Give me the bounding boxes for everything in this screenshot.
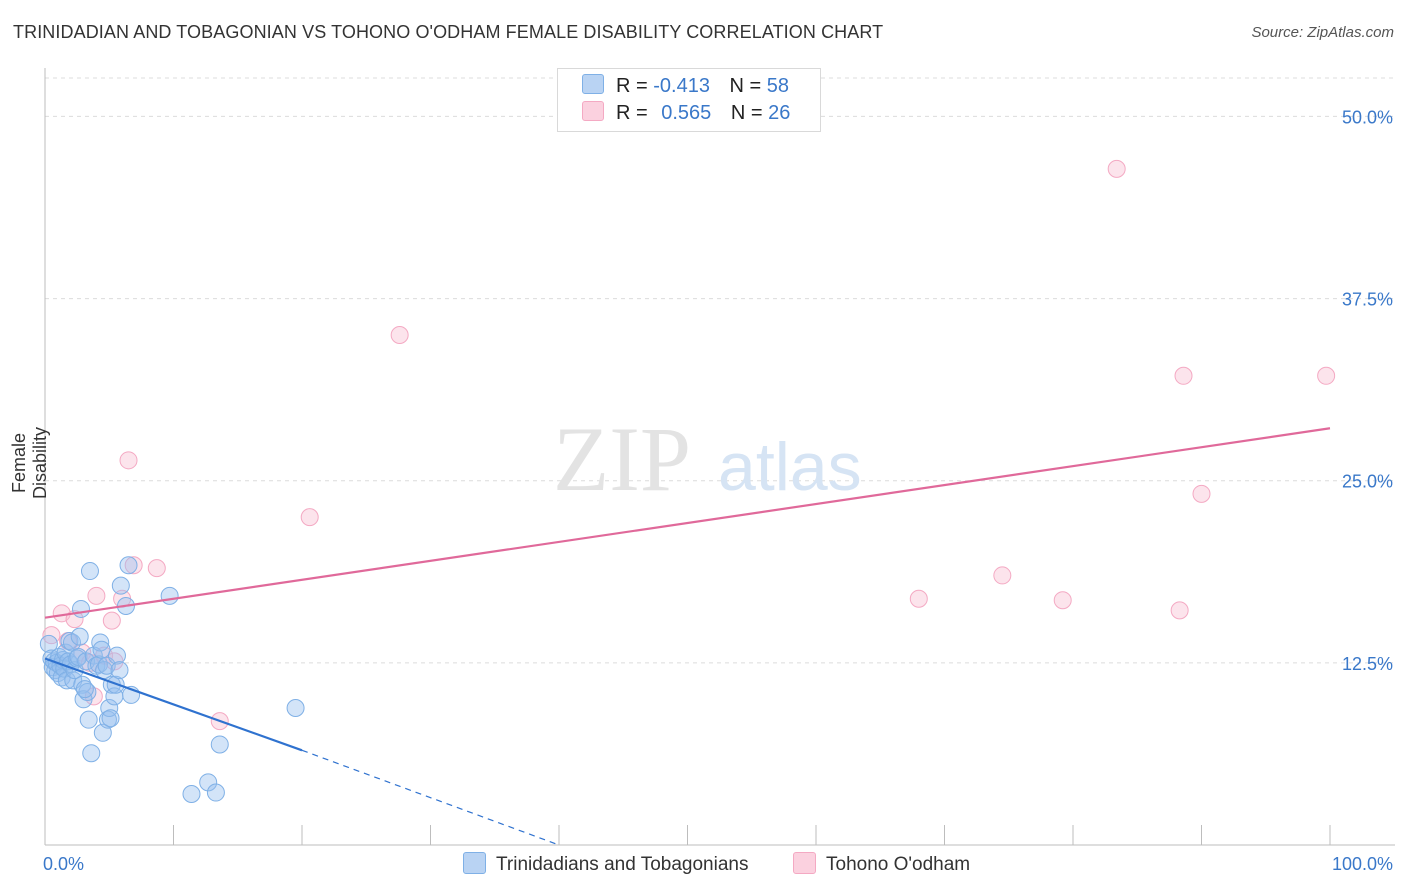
legend-r-label: R = bbox=[616, 75, 648, 97]
legend-n-label: N = bbox=[729, 75, 762, 97]
tohono-point bbox=[909, 589, 928, 608]
correlation-legend: R = -0.413 N = 58 R = 0.565 N = 26 bbox=[557, 68, 821, 132]
trinidadian-point bbox=[160, 586, 179, 605]
tohono-point bbox=[87, 586, 106, 605]
tohono-point bbox=[102, 611, 121, 630]
legend-swatch-pink bbox=[582, 101, 604, 121]
legend-row-trinidadian: R = -0.413 N = 58 bbox=[582, 74, 789, 100]
trinidadian-point bbox=[119, 556, 138, 575]
trinidadian-trend-line bbox=[44, 657, 303, 752]
tohono-point bbox=[1170, 601, 1189, 620]
trinidadian-point bbox=[107, 646, 126, 665]
tohono-point bbox=[993, 566, 1012, 585]
y-tick-label: 25.0% bbox=[1342, 472, 1393, 492]
legend-n-value: 58 bbox=[766, 75, 790, 97]
tohono-point bbox=[390, 326, 409, 344]
tick-labels: 12.5% 25.0% 37.5% 50.0% 0.0% 100.0% bbox=[43, 107, 1393, 874]
trinidadian-trend-extension bbox=[301, 749, 560, 846]
trinidadian-point bbox=[70, 627, 89, 646]
tohono-point bbox=[1107, 159, 1126, 178]
legend-row-tohono: R = 0.565 N = 26 bbox=[582, 101, 790, 127]
trinidadian-point bbox=[79, 710, 98, 729]
tohono-point bbox=[147, 559, 166, 578]
y-tick-label: 12.5% bbox=[1342, 654, 1393, 674]
trinidadian-point bbox=[110, 661, 129, 680]
series-trinidadian-points bbox=[39, 556, 305, 803]
y-tick-label: 37.5% bbox=[1342, 290, 1393, 310]
trinidadian-point bbox=[206, 783, 225, 802]
legend-n-value: 26 bbox=[768, 102, 791, 124]
tohono-point bbox=[1053, 591, 1072, 610]
trinidadian-point bbox=[80, 562, 99, 581]
trinidadian-point bbox=[101, 709, 120, 728]
trinidadian-point bbox=[286, 699, 305, 718]
trinidadian-point bbox=[91, 633, 110, 652]
x-tick-label: 0.0% bbox=[43, 854, 84, 874]
legend-r-label: R = bbox=[616, 102, 648, 124]
bottom-legend-label: Tohono O'odham bbox=[826, 854, 971, 875]
trinidadian-point bbox=[182, 785, 201, 803]
trinidadian-point bbox=[82, 744, 101, 763]
tohono-point bbox=[1317, 366, 1336, 385]
y-tick-label: 50.0% bbox=[1342, 107, 1393, 127]
trend-lines bbox=[44, 427, 1331, 846]
legend-r-value: -0.413 bbox=[653, 75, 710, 97]
x-tick-label: 100.0% bbox=[1332, 854, 1393, 874]
tohono-trend-line bbox=[44, 427, 1331, 619]
trinidadian-point bbox=[89, 655, 108, 674]
trinidadian-point bbox=[210, 735, 229, 754]
tohono-point bbox=[1174, 366, 1193, 385]
trinidadian-point bbox=[111, 576, 130, 595]
trinidadian-point bbox=[92, 640, 111, 659]
bottom-legend-swatch-blue bbox=[463, 852, 486, 874]
y-axis-label: Female Disability bbox=[9, 426, 50, 500]
watermark-zip: ZIP bbox=[553, 408, 691, 510]
tohono-point bbox=[124, 556, 143, 575]
legend-n-label: N = bbox=[730, 102, 763, 124]
legend-r-value: 0.565 bbox=[661, 102, 712, 124]
trinidadian-point bbox=[78, 683, 97, 701]
bottom-legend-tohono: Tohono O'odham bbox=[793, 852, 970, 876]
trinidadian-point bbox=[75, 680, 94, 699]
trinidadian-point bbox=[199, 773, 218, 792]
bottom-legend-label: Trinidadians and Tobagonians bbox=[496, 854, 749, 875]
bottom-legend-trinidadian: Trinidadians and Tobagonians bbox=[463, 852, 748, 876]
tohono-point bbox=[300, 508, 319, 527]
grid-lines bbox=[45, 77, 1395, 664]
trinidadian-point bbox=[71, 599, 90, 618]
bottom-legend-swatch-pink bbox=[793, 852, 816, 874]
axes bbox=[44, 68, 1395, 846]
chart-title: TRINIDADIAN AND TOBAGONIAN VS TOHONO O'O… bbox=[13, 22, 884, 42]
trinidadian-point bbox=[39, 634, 58, 653]
source-label: Source: ZipAtlas.com bbox=[1251, 24, 1394, 41]
tohono-point bbox=[119, 451, 138, 470]
watermark-atlas: atlas bbox=[718, 429, 862, 505]
tohono-point bbox=[1192, 484, 1211, 503]
legend-swatch-blue bbox=[582, 74, 604, 94]
